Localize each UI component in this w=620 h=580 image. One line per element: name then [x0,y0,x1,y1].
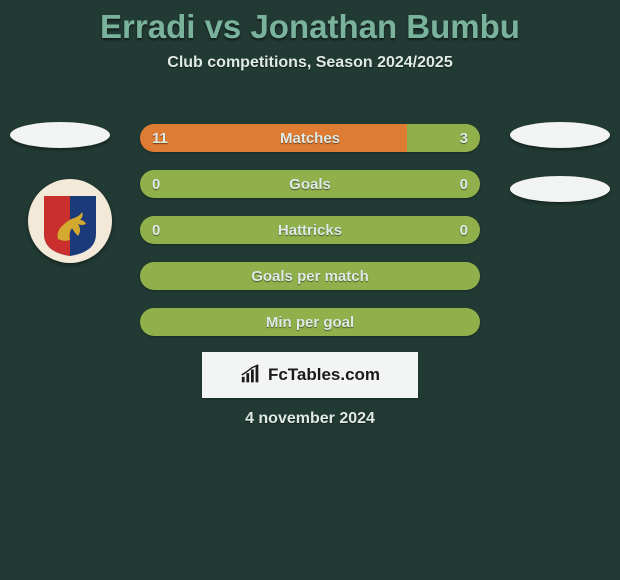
source-logo-text: FcTables.com [268,365,380,385]
bar-label: Matches [140,124,480,152]
bar-row: 0 Goals 0 [140,170,480,198]
source-logo: FcTables.com [202,352,418,398]
bar-right-value: 0 [460,170,468,198]
badge-top-text: POTENZA SC [51,188,90,194]
bar-label: Goals [140,170,480,198]
club-badge-svg: POTENZA SC [38,184,102,258]
bar-row: Goals per match [140,262,480,290]
player-left-shadow [10,122,110,148]
bar-label: Hattricks [140,216,480,244]
bar-chart-icon [240,364,262,386]
bar-row: Min per goal [140,308,480,336]
bar-right-value: 0 [460,216,468,244]
subtitle: Club competitions, Season 2024/2025 [0,54,620,72]
player-right-shadow-2 [510,176,610,202]
player-right-shadow [510,122,610,148]
page-title: Erradi vs Jonathan Bumbu [0,0,620,46]
bar-row: 11 Matches 3 [140,124,480,152]
bar-right-value: 3 [460,124,468,152]
bar-label: Min per goal [140,308,480,336]
club-badge: POTENZA SC [28,179,112,263]
bar-label: Goals per match [140,262,480,290]
comparison-bars: 11 Matches 3 0 Goals 0 0 Hattricks 0 Goa… [140,124,480,354]
bar-row: 0 Hattricks 0 [140,216,480,244]
date-text: 4 november 2024 [0,410,620,428]
